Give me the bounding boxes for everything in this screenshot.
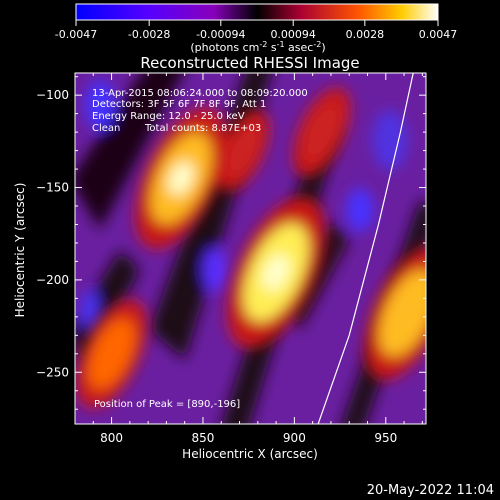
colorbar-tick-label: -0.0047 — [55, 28, 97, 41]
x-tick-label: 800 — [100, 431, 123, 445]
colorbar-tick-label: -0.0028 — [128, 28, 170, 41]
colorbar-tick-label: 0.0028 — [346, 28, 385, 41]
x-axis-label: Heliocentric X (arcsec) — [182, 447, 318, 461]
chart-title: Reconstructed RHESSI Image — [140, 54, 359, 72]
source-core — [87, 318, 136, 390]
y-tick-label: −150 — [36, 181, 69, 195]
solar-limb-curve — [317, 73, 414, 424]
source-peak — [262, 254, 290, 291]
colorbar-tick-label: 0.00094 — [270, 28, 316, 41]
sources-layer — [76, 87, 426, 409]
annotation-clean: Clean — [92, 123, 120, 134]
y-axis-label: Heliocentric Y (arcsec) — [13, 183, 27, 318]
colorbar-ticks: -0.0047 -0.0028 -0.00094 0.00094 0.0028 0.004… — [55, 20, 457, 41]
source-core — [225, 124, 261, 177]
y-tick-label: −250 — [36, 365, 69, 379]
annotation-detectors: Detectors: 3F 5F 6F 7F 8F 9F, Att 1 — [92, 99, 266, 110]
annotation-time: 13-Apr-2015 08:06:24.000 to 08:09:20.000 — [92, 88, 308, 99]
y-tick-label: −200 — [36, 273, 69, 287]
axis-ticks — [74, 73, 426, 424]
annotation-peak: Position of Peak = [890,-196] — [94, 399, 240, 410]
x-tick-label: 950 — [374, 431, 397, 445]
footer-timestamp: 20-May-2022 11:04 — [367, 483, 494, 498]
colorbar-unit: (photons cm-2 s-1 asec-2) — [190, 40, 325, 54]
colorbar-tick-label: -0.00094 — [196, 28, 245, 41]
colorbar-tick-label: 0.0047 — [419, 28, 458, 41]
source-peak — [168, 161, 194, 196]
source-core — [302, 103, 342, 161]
annotations: 13-Apr-2015 08:06:24.000 to 08:09:20.000… — [92, 88, 308, 410]
annotation-energy: Energy Range: 12.0 - 25.0 keV — [92, 111, 245, 122]
x-tick-label: 900 — [283, 431, 306, 445]
plot-frame — [74, 72, 427, 425]
axis-tick-labels: 800 850 900 950 −100 −150 −200 −250 — [36, 88, 397, 445]
x-tick-label: 850 — [192, 431, 215, 445]
annotation-counts: Total counts: 8.87E+03 — [144, 123, 261, 134]
y-tick-label: −100 — [36, 88, 69, 102]
colorbar — [75, 3, 439, 21]
source-core — [378, 269, 426, 357]
